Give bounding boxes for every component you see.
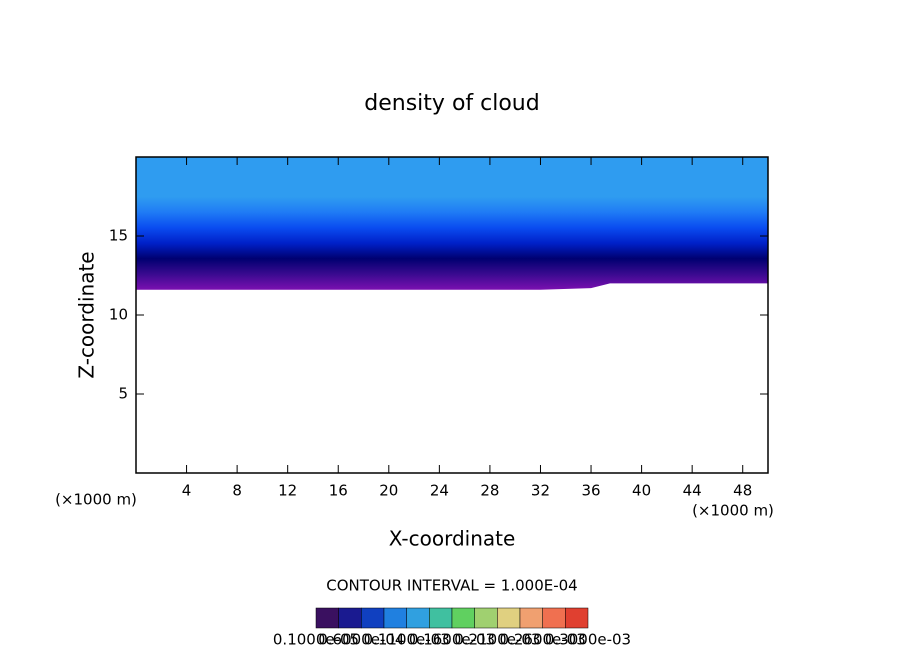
colorbar-label: 0.1600e-03: [409, 631, 495, 649]
colorbar-cell: [383, 607, 407, 629]
colorbar-cell: [406, 607, 430, 629]
y-unit: (×1000 m): [55, 491, 137, 509]
x-tick-label: 28: [480, 482, 499, 500]
x-tick-label: 24: [430, 482, 449, 500]
colorbar-cell: [519, 607, 543, 629]
colorbar-cell: [542, 607, 566, 629]
x-axis-label: X-coordinate: [389, 527, 516, 551]
colorbar-label: 0.1100e-03: [364, 631, 450, 649]
colorbar-cell: [338, 607, 362, 629]
colorbar-cell: [315, 607, 339, 629]
colorbar-cell: [565, 607, 589, 629]
chart-title: density of cloud: [364, 91, 539, 116]
y-tick-label: 5: [118, 385, 128, 403]
y-axis-label: Z-coordinate: [75, 251, 99, 378]
cloud-field: [136, 157, 768, 290]
y-tick-label: 15: [109, 227, 128, 245]
colorbar-cell: [361, 607, 385, 629]
x-tick-label: 32: [531, 482, 550, 500]
colorbar-label: 0.6000e-04: [318, 631, 404, 649]
x-tick-label: 12: [278, 482, 297, 500]
colorbar-cell: [429, 607, 453, 629]
colorbar-cell: [497, 607, 521, 629]
x-tick-label: 20: [379, 482, 398, 500]
x-tick-label: 44: [683, 482, 702, 500]
colorbar-label: 0.2100e-03: [454, 631, 540, 649]
x-tick-label: 48: [733, 482, 752, 500]
x-unit: (×1000 m): [692, 502, 774, 520]
colorbar-cell: [474, 607, 498, 629]
y-tick-label: 10: [109, 306, 128, 324]
colorbar-label: 0.2600e-03: [500, 631, 586, 649]
annotation: CONTOUR INTERVAL = 1.000E-04: [326, 577, 577, 595]
colorbar-label: 0.3000e-03: [545, 631, 631, 649]
x-tick-label: 16: [329, 482, 348, 500]
x-tick-label: 36: [581, 482, 600, 500]
colorbar-cell: [451, 607, 475, 629]
x-tick-label: 40: [632, 482, 651, 500]
x-tick-label: 4: [182, 482, 192, 500]
x-tick-label: 8: [232, 482, 242, 500]
colorbar-label: 0.1000e-05: [273, 631, 359, 649]
